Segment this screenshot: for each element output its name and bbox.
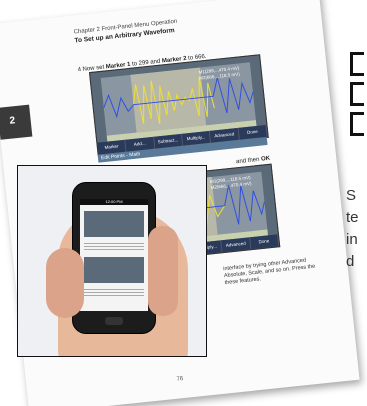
qr-block bbox=[350, 52, 364, 76]
side-line: S bbox=[346, 187, 357, 204]
waveform-trace-1 bbox=[103, 77, 254, 125]
chapter-tab-number: 2 bbox=[9, 115, 16, 127]
side-text: S te in d bbox=[346, 185, 359, 273]
side-line: d bbox=[346, 253, 355, 270]
qr-block bbox=[350, 82, 364, 106]
phone-inset-photo: 12:00 PM bbox=[17, 165, 207, 357]
side-line: in bbox=[346, 231, 358, 248]
side-line: te bbox=[346, 209, 359, 226]
scope-screenshot-1: M1(299,...470.4 mV) M2(666,...118.5 mV) … bbox=[88, 54, 269, 156]
softkey-advanced-math: Advanced Math bbox=[221, 237, 251, 259]
softkey-done: Done bbox=[249, 234, 280, 250]
body-paragraph: interface by trying other Advanced Absol… bbox=[223, 254, 345, 287]
fingers bbox=[148, 226, 178, 316]
qr-block bbox=[350, 112, 364, 136]
thumb bbox=[46, 248, 84, 318]
phone-text-lines bbox=[84, 241, 144, 251]
phone-scope-image-2 bbox=[84, 257, 144, 283]
ok-label: OK bbox=[260, 155, 271, 163]
smartphone: 12:00 PM bbox=[72, 182, 156, 334]
chapter-tab: 2 bbox=[0, 104, 33, 140]
page-number: 76 bbox=[176, 376, 184, 383]
phone-scope-image-1 bbox=[84, 211, 144, 237]
home-button bbox=[105, 317, 123, 325]
phone-status-bar: 12:00 PM bbox=[80, 199, 148, 205]
phone-screen: 12:00 PM bbox=[80, 199, 148, 311]
qr-code-fragment bbox=[350, 52, 367, 142]
phone-text-lines bbox=[84, 287, 144, 297]
